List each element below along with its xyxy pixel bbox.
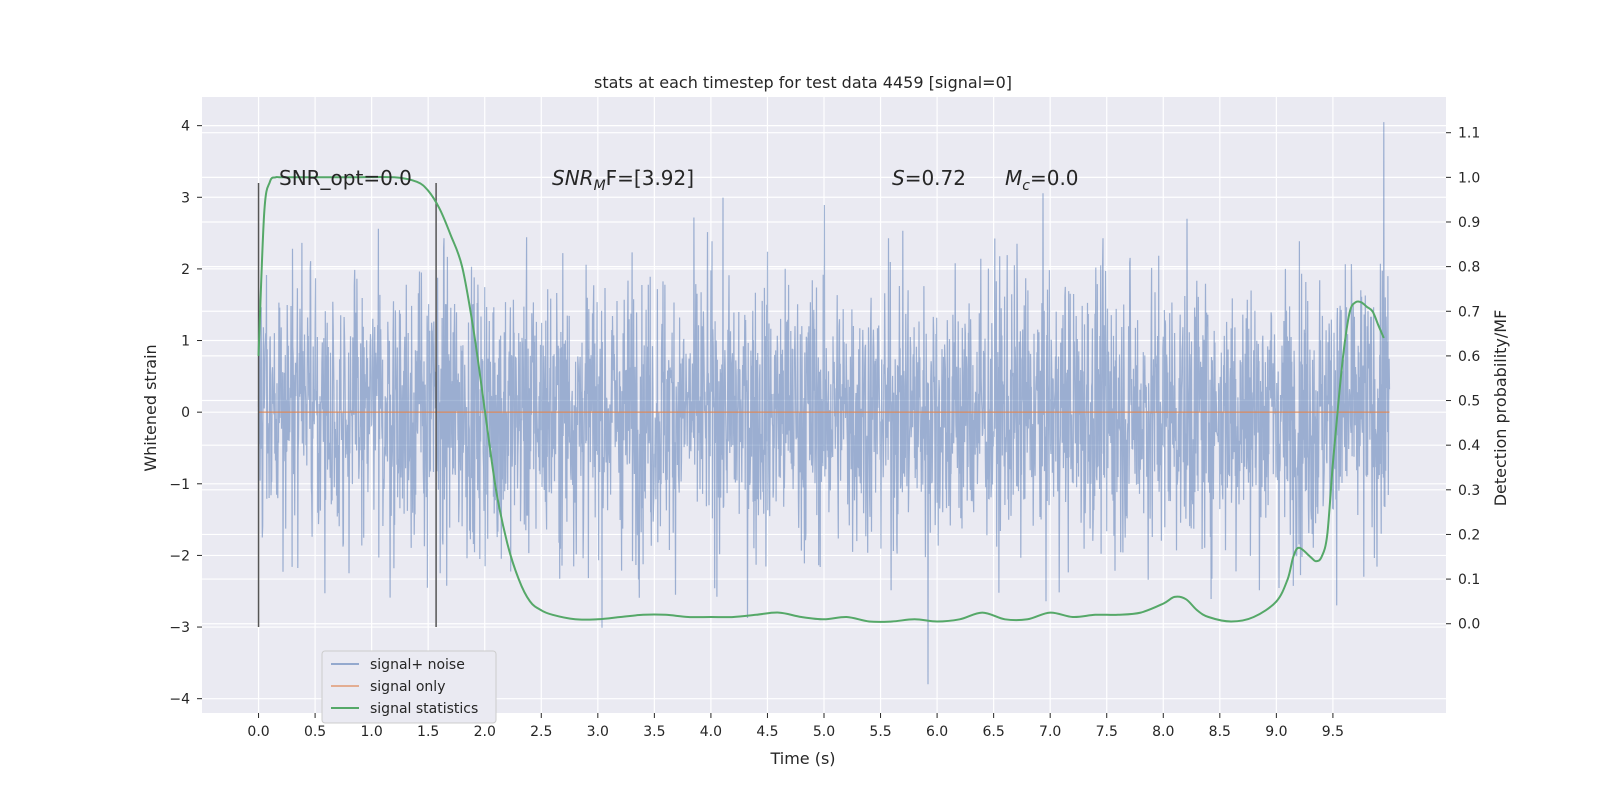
x-tick-label: 3.0 [587,724,609,740]
snr-opt-annotation: SNR_opt=0.0 [279,166,412,190]
right-y-tick-label: 0.8 [1458,260,1480,276]
mc-prefix: M [1005,166,1022,190]
x-tick-label: 8.5 [1209,724,1231,740]
legend-label-noise: signal+ noise [370,657,465,673]
right-y-tick-label: 0.3 [1458,483,1480,499]
legend-label-signal-only: signal only [370,679,445,695]
x-tick-label: 9.0 [1265,724,1287,740]
x-axis-ticks: 0.0 0.5 1.0 1.5 2.0 2.5 3.0 3.5 4.0 4.5 5.0 5.5 6.0 6… [247,713,1344,740]
x-tick-label: 7.0 [1039,724,1061,740]
x-tick-label: 2.0 [474,724,496,740]
y-tick-label: −4 [169,692,190,708]
mc-annotation: Mc=0.0 [1005,166,1079,194]
x-tick-label: 2.5 [530,724,552,740]
y-tick-label: −1 [169,477,190,493]
x-tick-label: 4.5 [756,724,778,740]
legend-label-statistics: signal statistics [370,701,478,717]
s-annotation: S=0.72 [892,166,966,190]
right-y-tick-label: 0.0 [1458,617,1480,633]
snr-mf-prefix: SNR [552,166,594,190]
y-tick-label: 0 [181,405,190,421]
right-y-tick-label: 0.7 [1458,304,1480,320]
signal-noise-series [257,122,1391,685]
right-y-axis-ticks: 1.1 1.0 0.9 0.8 0.7 0.6 0.5 0.4 0.3 0.2 0.1 0.0 [1446,126,1480,633]
right-y-axis-label: Detection probability/MF [1491,310,1510,507]
x-tick-label: 1.0 [361,724,383,740]
mc-sub: c [1022,178,1030,194]
x-tick-label: 0.0 [247,724,269,740]
right-y-tick-label: 1.0 [1458,170,1480,186]
x-axis-label: Time (s) [769,749,835,768]
right-y-tick-label: 0.6 [1458,349,1480,365]
right-y-tick-label: 0.2 [1458,527,1480,543]
x-tick-label: 5.0 [813,724,835,740]
signal-noise-line [257,122,1391,685]
snr-mf-sub: M [594,178,606,194]
x-tick-label: 6.0 [926,724,948,740]
snr-mf-suffix: F=[3.92] [606,166,694,190]
y-axis-ticks: 4 3 2 1 0 −1 −2 −3 −4 [169,119,202,708]
y-tick-label: −3 [169,620,190,636]
s-suffix: =0.72 [905,166,966,190]
y-tick-label: −2 [169,548,190,564]
x-tick-label: 3.5 [643,724,665,740]
x-tick-label: 1.5 [417,724,439,740]
snr-mf-annotation: SNRMF=[3.92] [552,166,694,194]
mc-suffix: =0.0 [1030,166,1079,190]
signal-statistics-line [257,175,1385,623]
right-y-tick-label: 0.5 [1458,394,1480,410]
y-tick-label: 3 [181,190,190,206]
y-axis-label: Whitened strain [141,344,160,471]
right-y-tick-label: 0.1 [1458,572,1480,588]
s-prefix: S [892,166,905,190]
x-tick-label: 0.5 [304,724,326,740]
x-tick-label: 8.0 [1152,724,1174,740]
vertical-markers [257,182,437,628]
legend-box [321,650,497,724]
right-y-tick-label: 1.1 [1458,126,1480,142]
x-tick-label: 5.5 [869,724,891,740]
legend: signal+ noise signal only signal statist… [321,650,497,724]
chart-title: stats at each timestep for test data 445… [594,73,1012,92]
x-tick-label: 4.0 [700,724,722,740]
x-tick-label: 6.5 [983,724,1005,740]
y-tick-label: 4 [181,119,190,135]
y-tick-label: 1 [181,334,190,350]
signal-statistics-series [257,175,1385,623]
y-tick-label: 2 [181,262,190,278]
x-tick-label: 9.5 [1322,724,1344,740]
right-y-tick-label: 0.9 [1458,215,1480,231]
right-y-tick-label: 0.4 [1458,438,1480,454]
x-tick-label: 7.5 [1096,724,1118,740]
